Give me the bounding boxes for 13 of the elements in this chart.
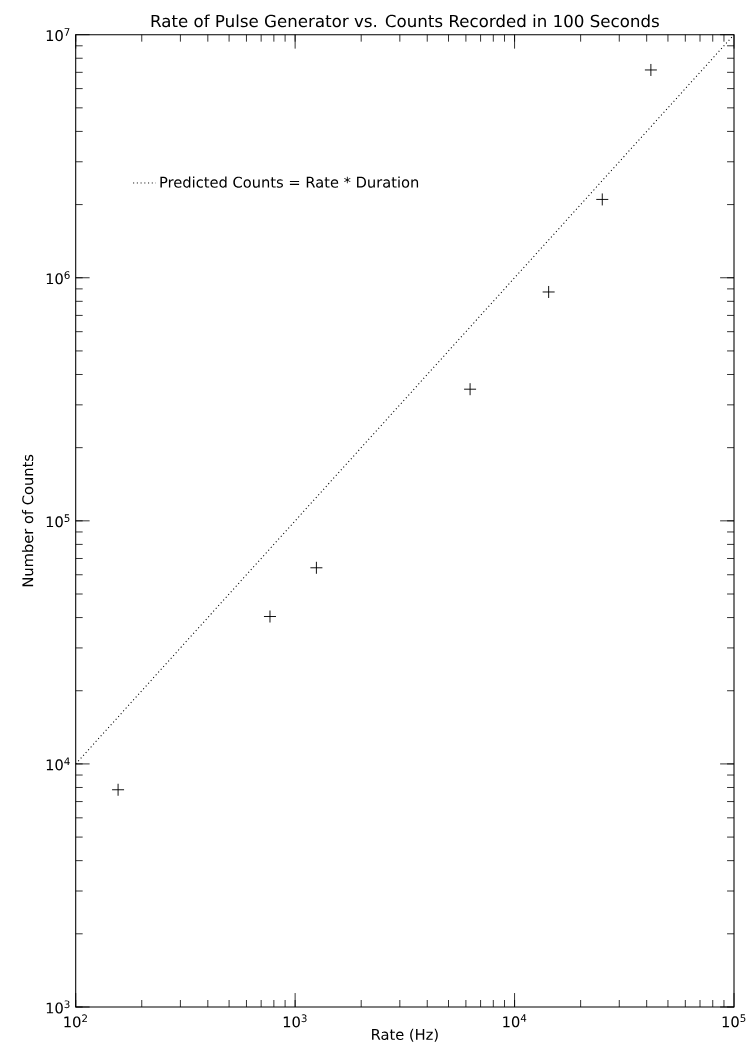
y-tick-label: 10$^{6}$: [46, 271, 70, 285]
legend-label: Predicted Counts = Rate * Duration: [160, 176, 418, 188]
y-tick-label: 10$^{7}$: [46, 28, 70, 42]
x-tick-label: 10$^{2}$: [64, 1014, 87, 1028]
y-tick-label: 10$^{5}$: [46, 514, 70, 528]
x-axis-title: Rate (Hz): [371, 1028, 438, 1042]
x-tick-label: 10$^{3}$: [283, 1014, 307, 1028]
y-tick-label: 10$^{3}$: [46, 1000, 70, 1014]
y-axis-title: Number of Counts: [21, 454, 34, 587]
y-tick-label: 10$^{4}$: [46, 757, 70, 771]
chart-title: Rate of Pulse Generator vs. Counts Recorded in 100 Seconds: [151, 14, 659, 28]
x-tick-label: 10$^{5}$: [722, 1014, 746, 1028]
x-tick-label: 10$^{4}$: [503, 1014, 527, 1028]
